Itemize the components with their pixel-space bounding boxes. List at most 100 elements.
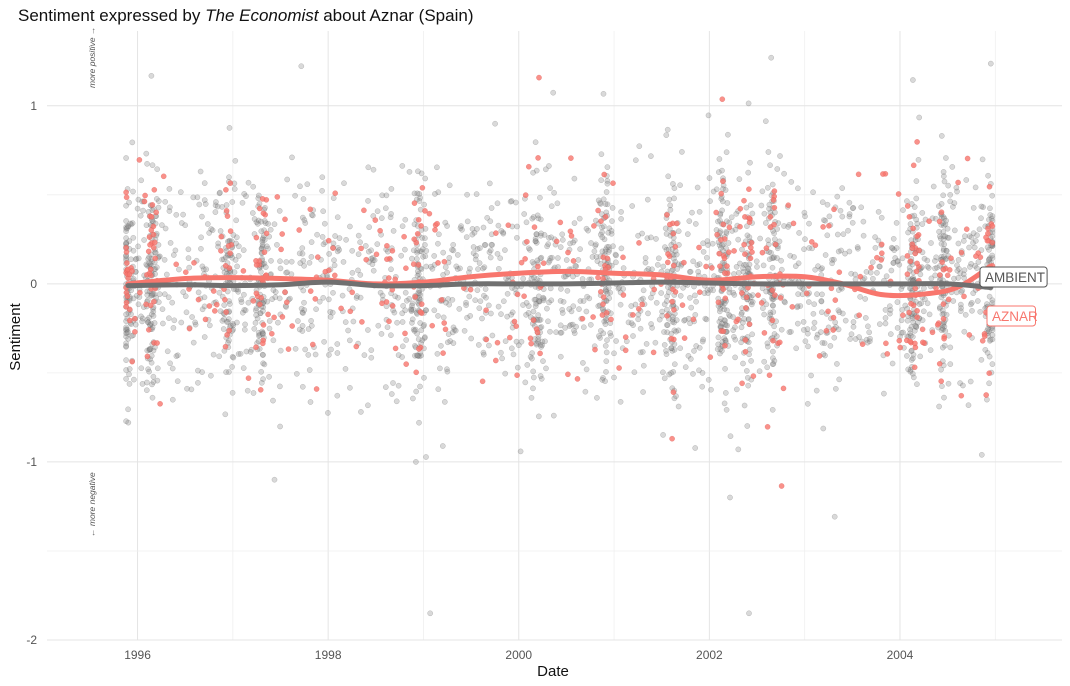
ambient-point: [658, 290, 665, 296]
ambient-point: [707, 198, 713, 204]
ambient-point: [855, 245, 861, 252]
ambient-point: [357, 239, 363, 246]
ambient-point: [940, 310, 947, 317]
aznar-point: [836, 269, 843, 276]
ambient-point: [601, 318, 608, 325]
ambient-point: [192, 321, 199, 328]
ambient-point: [726, 289, 733, 296]
ambient-point: [600, 90, 607, 97]
aznar-point: [240, 268, 247, 274]
ambient-point: [284, 269, 291, 276]
ambient-point: [230, 354, 237, 361]
ambient-point: [989, 252, 996, 259]
aznar-point: [191, 259, 197, 266]
ambient-point: [418, 352, 424, 359]
ambient-point: [488, 205, 495, 211]
ambient-point: [770, 355, 776, 361]
ambient-point: [173, 353, 180, 359]
ambient-point: [741, 262, 748, 268]
ambient-point: [390, 228, 397, 234]
ambient-point: [199, 306, 206, 313]
ambient-point: [835, 248, 842, 255]
ambient-point: [206, 322, 213, 329]
ambient-point: [941, 394, 947, 401]
ambient-point: [570, 239, 577, 246]
ambient-point: [390, 380, 396, 386]
aznar-point: [803, 290, 810, 297]
ambient-point: [606, 247, 613, 253]
aznar-point: [227, 250, 233, 257]
ambient-point: [580, 298, 587, 304]
ambient-point: [188, 386, 195, 393]
ambient-point: [546, 163, 552, 169]
ambient-point: [334, 350, 341, 356]
ambient-point: [406, 168, 413, 175]
ambient-point: [301, 217, 308, 223]
ambient-point: [660, 369, 666, 376]
ambient-point: [940, 247, 947, 254]
ambient-point: [331, 257, 337, 264]
ambient-point: [765, 237, 772, 244]
ambient-point: [728, 214, 735, 221]
ambient-point: [955, 257, 962, 263]
ambient-point: [801, 246, 807, 253]
ambient-point: [957, 380, 963, 386]
ambient-point: [388, 186, 395, 192]
ambient-point: [201, 180, 208, 186]
ambient-point: [770, 303, 776, 309]
ambient-point: [419, 246, 426, 253]
ambient-point: [312, 351, 319, 358]
ambient-point: [416, 419, 422, 426]
ambient-point: [910, 351, 917, 358]
ambient-point: [411, 190, 418, 197]
ambient-point: [902, 302, 909, 309]
ambient-point: [414, 190, 421, 197]
ambient-point: [920, 308, 927, 315]
aznar-point: [260, 210, 267, 217]
ambient-point: [940, 233, 947, 239]
aznar-point: [432, 226, 438, 233]
ambient-point: [150, 373, 157, 380]
ambient-point: [810, 325, 817, 332]
aznar-point: [274, 194, 281, 200]
ambient-point: [334, 392, 341, 399]
ambient-point: [965, 402, 972, 409]
ambient-point: [123, 343, 129, 349]
ambient-point: [260, 235, 266, 242]
aznar-point: [389, 303, 396, 309]
aznar-point: [598, 218, 604, 225]
ambient-point: [831, 334, 838, 341]
ambient-point: [517, 448, 524, 455]
ambient-point: [124, 326, 131, 333]
ambient-point: [713, 186, 720, 193]
ambient-point: [760, 262, 767, 269]
ambient-point: [686, 218, 693, 224]
ambient-point: [705, 112, 712, 119]
ambient-point: [554, 200, 561, 207]
ambient-point: [696, 367, 702, 374]
ambient-point: [661, 342, 668, 348]
ambient-point: [167, 240, 174, 246]
ambient-point: [296, 326, 303, 333]
ambient-point: [875, 208, 882, 215]
ambient-point: [500, 229, 506, 236]
ambient-point: [652, 339, 659, 346]
ambient-point: [325, 410, 331, 416]
ambient-point: [696, 344, 703, 351]
ambient-point: [913, 323, 920, 330]
ambient-point: [445, 296, 451, 302]
ambient-point: [403, 297, 410, 304]
ambient-point: [689, 209, 695, 216]
ambient-point: [143, 222, 150, 229]
ambient-point: [644, 196, 651, 203]
aznar-point: [146, 270, 153, 277]
ambient-point: [402, 246, 408, 253]
ambient-point: [476, 260, 483, 266]
ambient-point: [717, 350, 723, 357]
ambient-point: [675, 228, 682, 235]
ambient-point: [941, 178, 948, 185]
ambient-point: [368, 354, 375, 361]
aznar-point: [955, 179, 961, 186]
ambient-point: [811, 319, 818, 326]
ambient-point: [201, 303, 208, 310]
